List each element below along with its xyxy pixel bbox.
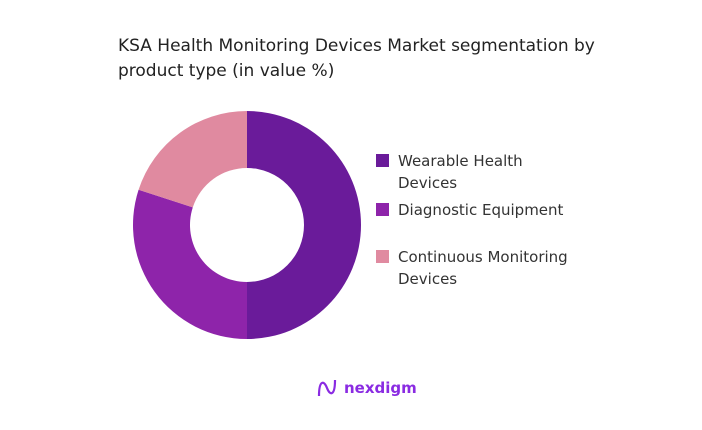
slice-1 — [133, 189, 247, 339]
logo-icon — [317, 379, 337, 397]
legend-item: Wearable Health Devices — [376, 150, 548, 194]
legend-swatch — [376, 250, 389, 263]
legend-swatch — [376, 154, 389, 167]
slice-2 — [138, 111, 247, 208]
slice-0 — [247, 111, 361, 339]
legend-label: Continuous Monitoring Devices — [398, 248, 568, 288]
brand-name: nexdigm — [344, 379, 417, 397]
legend-swatch — [376, 203, 389, 216]
legend-item: Continuous Monitoring Devices — [376, 246, 598, 290]
nexdigm-logo: nexdigm — [316, 378, 417, 398]
legend-item: Diagnostic Equipment — [376, 199, 598, 221]
legend-label: Diagnostic Equipment — [398, 201, 564, 219]
legend-label: Wearable Health Devices — [398, 152, 523, 192]
chart-title: KSA Health Monitoring Devices Market seg… — [118, 36, 595, 81]
